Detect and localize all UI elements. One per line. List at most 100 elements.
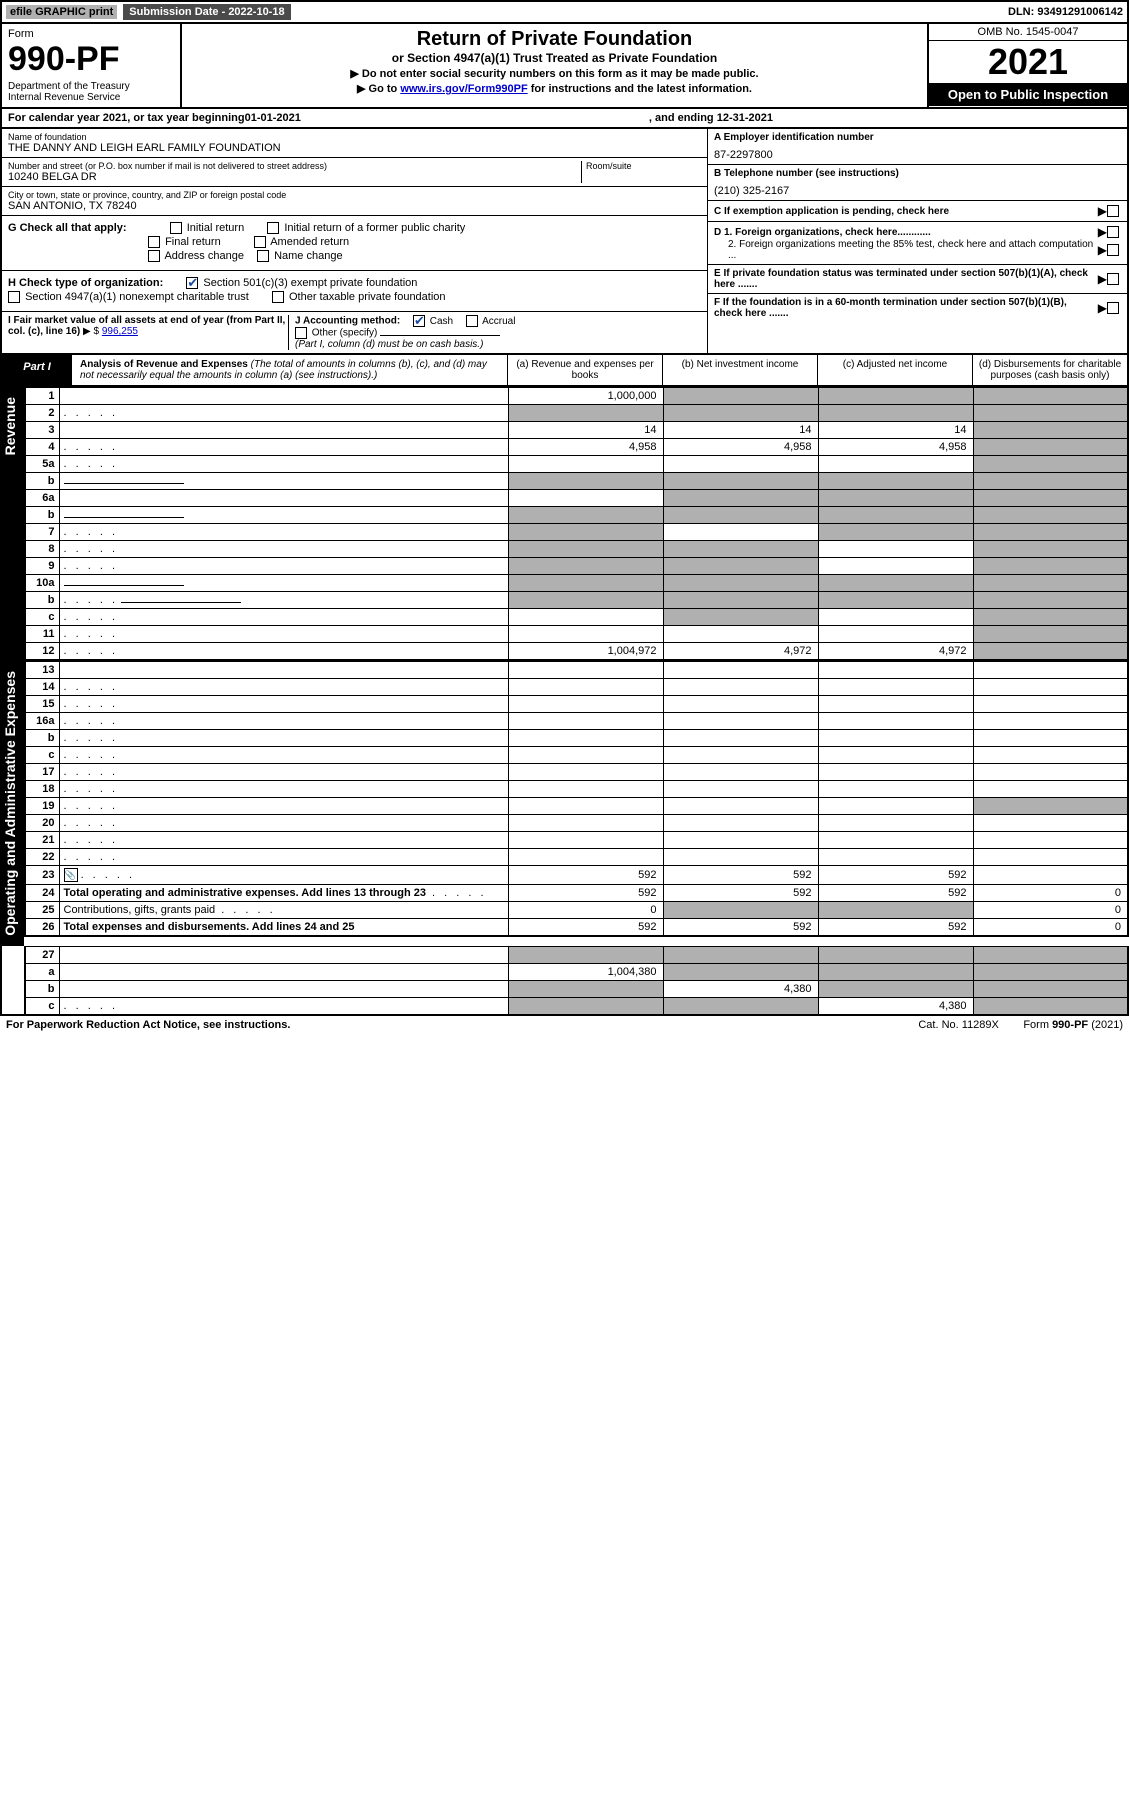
- col-a-value: [508, 558, 663, 575]
- footer-form: Form 990-PF (2021): [1023, 1019, 1123, 1031]
- efile-badge[interactable]: efile GRAPHIC print: [6, 5, 117, 19]
- col-a-value: [508, 815, 663, 832]
- col-b-value: [663, 626, 818, 643]
- col-a-value: [508, 730, 663, 747]
- footer-paperwork: For Paperwork Reduction Act Notice, see …: [6, 1019, 290, 1031]
- chk-final-return[interactable]: [148, 236, 160, 248]
- col-a-value: [508, 849, 663, 866]
- chk-initial-former[interactable]: [267, 222, 279, 234]
- col-c-value: [818, 764, 973, 781]
- col-c-value: [818, 747, 973, 764]
- table-row: 21: [25, 832, 1128, 849]
- table-row: 3141414: [25, 422, 1128, 439]
- line-number: 4: [25, 439, 59, 456]
- foundation-name: THE DANNY AND LEIGH EARL FAMILY FOUNDATI…: [8, 142, 701, 154]
- col-d-value: [973, 998, 1128, 1016]
- col-d-value: [973, 747, 1128, 764]
- col-d-value: [973, 866, 1128, 885]
- chk-accrual[interactable]: [466, 315, 478, 327]
- col-a-value: 1,004,972: [508, 643, 663, 661]
- line-description: [59, 696, 508, 713]
- col-b-value: [663, 964, 818, 981]
- col-d-value: [973, 849, 1128, 866]
- line-description: [59, 679, 508, 696]
- col-b-value: [663, 998, 818, 1016]
- col-d-header: (d) Disbursements for charitable purpose…: [972, 355, 1127, 385]
- line-description: [59, 730, 508, 747]
- line-number: 25: [25, 902, 59, 919]
- col-d-value: [973, 456, 1128, 473]
- col-b-value: [663, 388, 818, 405]
- line-number: 2: [25, 405, 59, 422]
- col-b-value: [663, 507, 818, 524]
- calendar-year-row: For calendar year 2021, or tax year begi…: [0, 109, 1129, 129]
- chk-amended[interactable]: [254, 236, 266, 248]
- col-d-value: [973, 981, 1128, 998]
- chk-initial-return[interactable]: [170, 222, 182, 234]
- col-a-value: 0: [508, 902, 663, 919]
- col-b-value: [663, 679, 818, 696]
- line-description: [59, 764, 508, 781]
- col-c-value: [818, 981, 973, 998]
- line-description: [59, 609, 508, 626]
- col-c-value: [818, 815, 973, 832]
- line-description: [59, 490, 508, 507]
- chk-terminated[interactable]: [1107, 273, 1119, 285]
- table-row: 13: [25, 662, 1128, 679]
- table-row: b: [25, 507, 1128, 524]
- irs-link[interactable]: www.irs.gov/Form990PF: [400, 83, 527, 95]
- col-d-value: [973, 696, 1128, 713]
- chk-4947[interactable]: [8, 291, 20, 303]
- line-number: 27: [25, 947, 59, 964]
- line-number: c: [25, 998, 59, 1016]
- col-b-header: (b) Net investment income: [662, 355, 817, 385]
- table-row: 16a: [25, 713, 1128, 730]
- chk-foreign-org[interactable]: [1107, 226, 1119, 238]
- col-d-value: [973, 764, 1128, 781]
- chk-60month[interactable]: [1107, 302, 1119, 314]
- attachment-icon[interactable]: 📎: [64, 868, 78, 882]
- col-c-value: [818, 832, 973, 849]
- chk-other-method[interactable]: [295, 327, 307, 339]
- g-label: G Check all that apply:: [8, 222, 127, 234]
- chk-85pct[interactable]: [1107, 244, 1119, 256]
- col-d-value: [973, 832, 1128, 849]
- foundation-address: 10240 BELGA DR: [8, 171, 581, 183]
- chk-501c3[interactable]: [186, 277, 198, 289]
- table-row: 18: [25, 781, 1128, 798]
- chk-cash[interactable]: [413, 315, 425, 327]
- chk-name-change[interactable]: [257, 250, 269, 262]
- identification-block: Name of foundation THE DANNY AND LEIGH E…: [0, 129, 1129, 355]
- line-description: [59, 405, 508, 422]
- line-description: [59, 832, 508, 849]
- chk-other-taxable[interactable]: [272, 291, 284, 303]
- col-a-value: [508, 662, 663, 679]
- net-table: 27a1,004,380b4,380c4,380: [24, 946, 1129, 1016]
- col-b-value: [663, 849, 818, 866]
- table-row: 20: [25, 815, 1128, 832]
- foundation-city: SAN ANTONIO, TX 78240: [8, 200, 701, 212]
- line-description: [59, 439, 508, 456]
- line-number: 14: [25, 679, 59, 696]
- line-number: 8: [25, 541, 59, 558]
- form-title: Return of Private Foundation: [192, 28, 917, 51]
- line-number: 12: [25, 643, 59, 661]
- table-row: b: [25, 473, 1128, 490]
- col-c-value: [818, 609, 973, 626]
- col-c-value: [818, 798, 973, 815]
- col-c-value: 4,958: [818, 439, 973, 456]
- chk-address-change[interactable]: [148, 250, 160, 262]
- col-d-value: [973, 541, 1128, 558]
- col-b-value: [663, 696, 818, 713]
- table-row: 24Total operating and administrative exp…: [25, 885, 1128, 902]
- table-row: c4,380: [25, 998, 1128, 1016]
- line-description: [59, 798, 508, 815]
- col-a-value: [508, 696, 663, 713]
- col-b-value: [663, 902, 818, 919]
- line-number: 23: [25, 866, 59, 885]
- chk-exemption-pending[interactable]: [1107, 205, 1119, 217]
- col-d-value: [973, 679, 1128, 696]
- col-c-value: [818, 713, 973, 730]
- fmv-value[interactable]: 996,255: [102, 326, 138, 337]
- line-number: 9: [25, 558, 59, 575]
